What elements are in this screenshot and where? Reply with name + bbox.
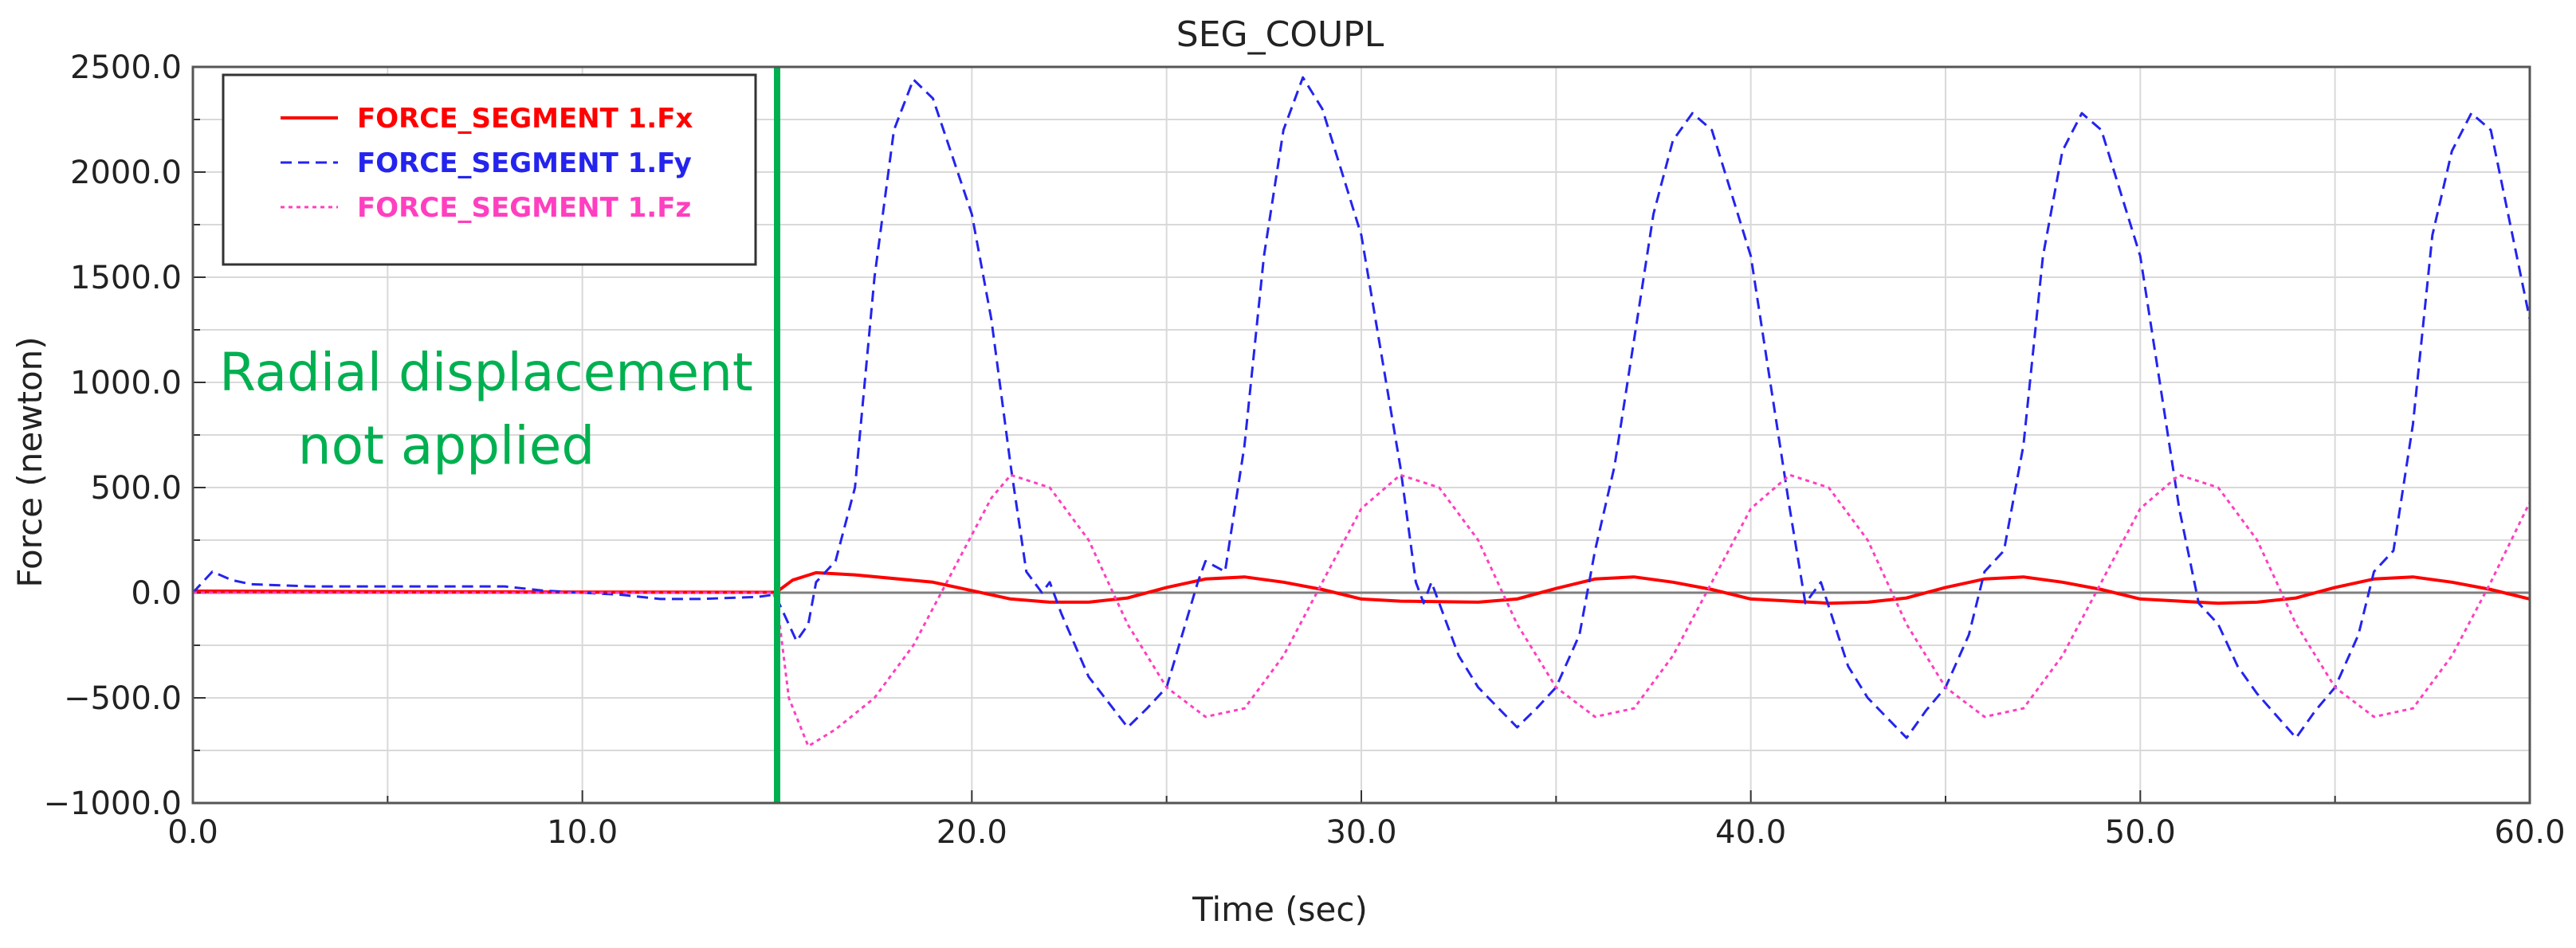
plot-area: 0.0 10.0 20.0 30.0 40.0 50.0 60.0 2500.0 2000.0 1… [44,49,2566,851]
x-tick-label: 30.0 [1325,814,1396,851]
x-tick-label: 0.0 [167,814,218,851]
legend-label-3: FORCE_SEGMENT 1.Fz [357,192,691,224]
y-tick-label: 0.0 [131,575,182,612]
series-line-2 [191,76,2531,739]
legend: FORCE_SEGMENT 1.Fx FORCE_SEGMENT 1.Fy FORC… [222,73,757,266]
legend-label-2: FORCE_SEGMENT 1.Fy [357,147,692,179]
y-tick-label: −500.0 [64,680,182,717]
y-tick-label: 2500.0 [70,49,182,86]
chart-title: SEG_COUPL [1176,14,1384,55]
x-axis-label: Time (sec) [1192,890,1368,929]
series-line-1 [192,570,2531,605]
plot-border [191,65,2531,805]
legend-label-1: FORCE_SEGMENT 1.Fx [357,103,693,135]
y-tick-label: 500.0 [90,470,182,507]
legend-box [222,73,757,266]
x-tick-label: 20.0 [937,814,1007,851]
y-tick-label: 1500.0 [70,260,182,296]
x-tick-label: 10.0 [547,814,618,851]
annotation-line-2: not applied [298,415,595,476]
annotation-line-1: Radial displacement [219,342,753,403]
x-tick-label: 60.0 [2494,814,2565,851]
y-tick-label: −1000.0 [44,785,182,822]
y-tick-label: 2000.0 [70,155,182,191]
series-line-3 [193,473,2531,748]
y-tick-label: 1000.0 [70,365,182,402]
y-axis-label: Force (newton) [10,336,49,587]
x-tick-label: 40.0 [1715,814,1786,851]
x-tick-label: 50.0 [2105,814,2176,851]
